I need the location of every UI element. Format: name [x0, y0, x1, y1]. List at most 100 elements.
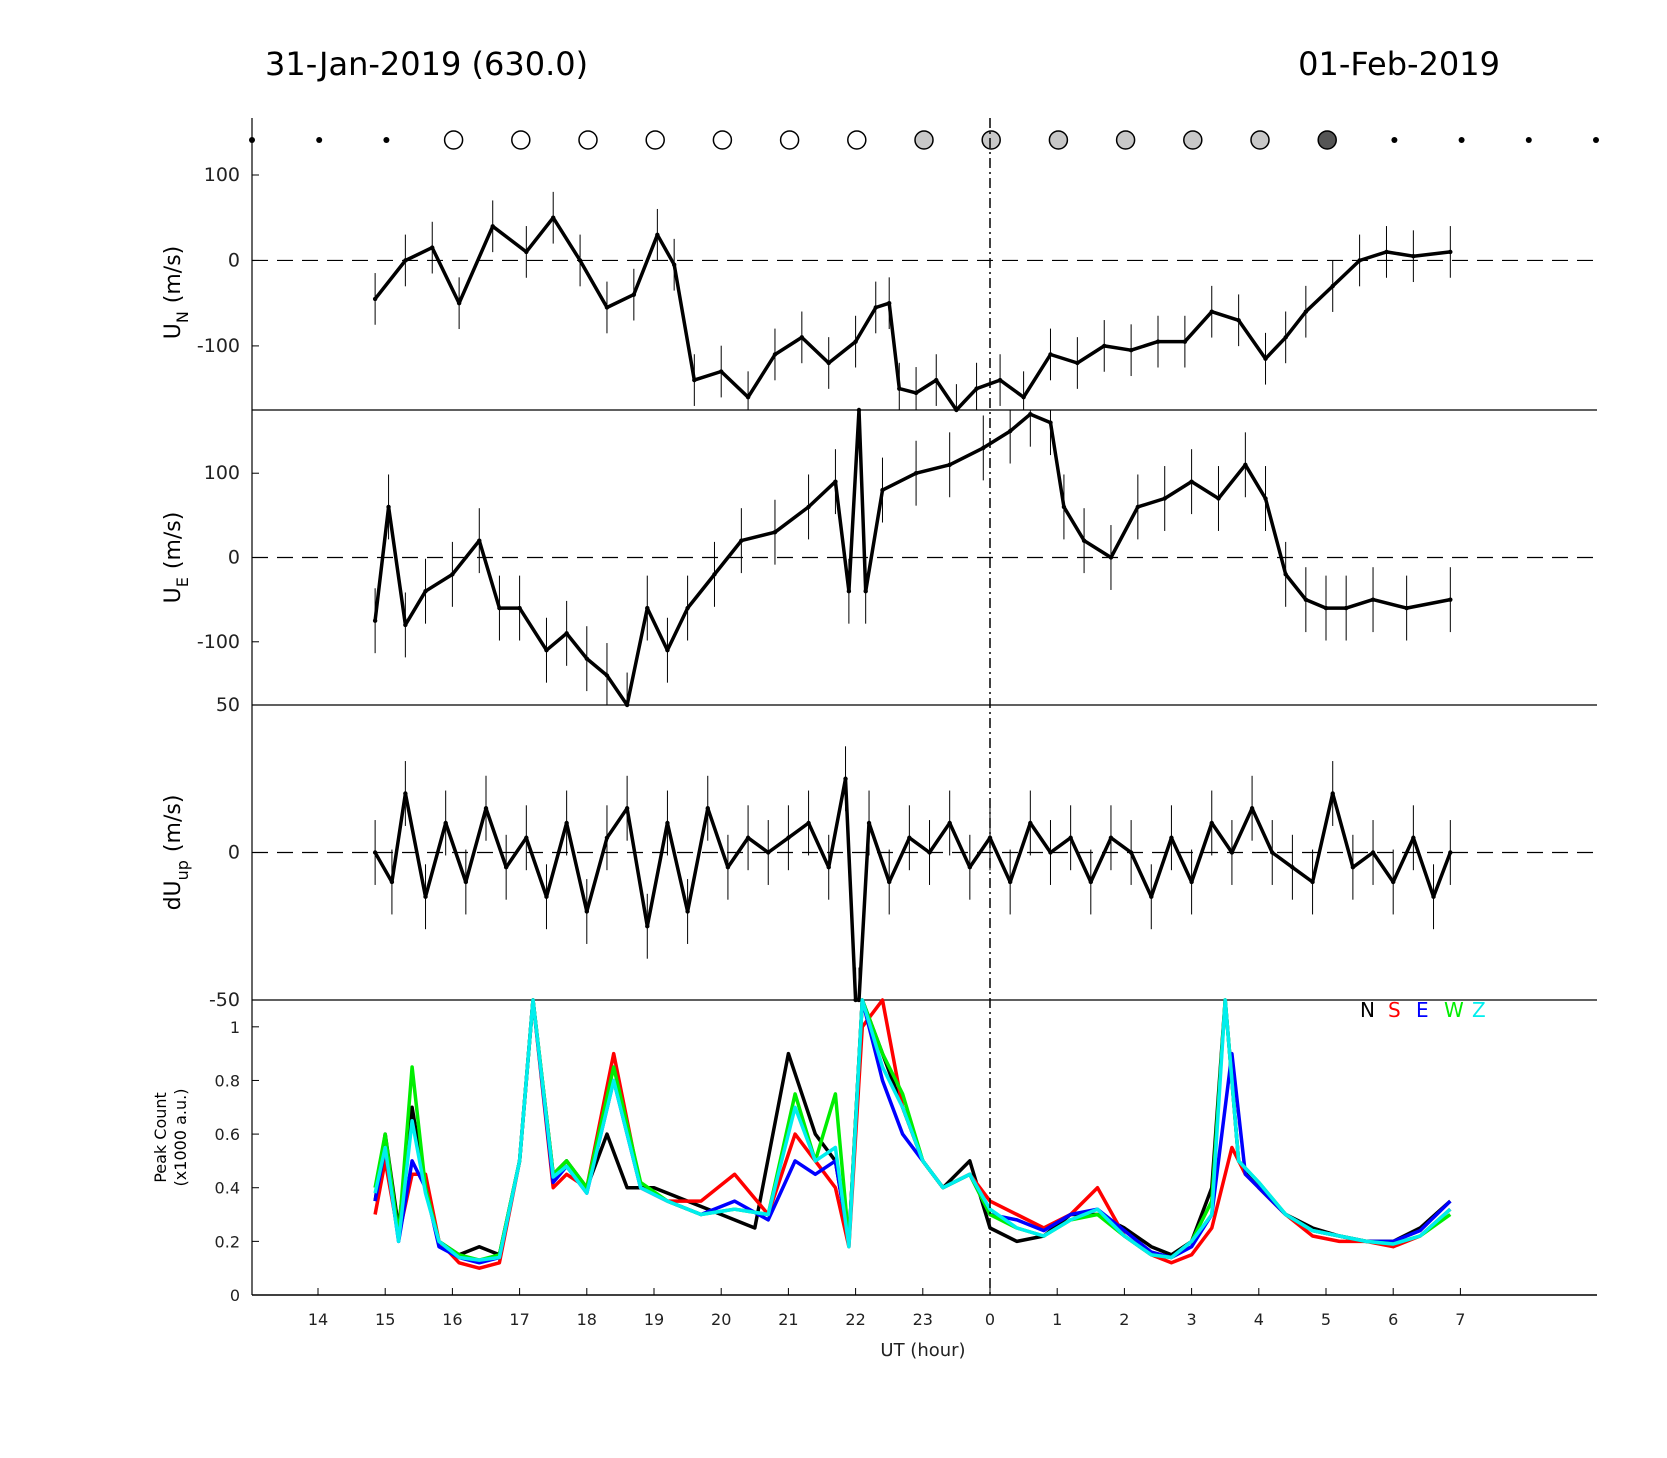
y-tick-label: -50 — [209, 989, 240, 1011]
x-tick-label: 2 — [1119, 1310, 1129, 1329]
data-point — [564, 631, 569, 636]
moon-marker-dot — [316, 137, 323, 143]
data-point — [1448, 249, 1453, 255]
data-point — [934, 377, 939, 383]
series-line — [373, 777, 1452, 1002]
data-point — [645, 924, 650, 929]
x-tick-label: 17 — [509, 1310, 529, 1329]
data-point — [887, 879, 892, 885]
data-point — [423, 894, 428, 899]
y-tick-label: 0 — [228, 249, 240, 271]
data-point — [1128, 850, 1134, 855]
moon-marker-light — [1115, 130, 1136, 150]
data-point — [604, 305, 610, 310]
data-point — [806, 504, 811, 510]
data-point — [544, 894, 549, 899]
data-point — [1370, 597, 1376, 602]
y-tick-label: 0.4 — [215, 1179, 240, 1198]
data-point — [766, 850, 771, 855]
data-point — [1391, 879, 1396, 885]
moon-markers — [249, 130, 1599, 150]
data-point — [967, 865, 973, 870]
y-label-unit: (m/s) — [161, 246, 186, 303]
x-tick-label: 0 — [985, 1310, 995, 1329]
data-point — [1048, 850, 1053, 855]
data-point — [725, 865, 731, 870]
data-point — [947, 820, 952, 826]
x-axis: 14 15 16 17 18 19 20 21 22 23 0 1 2 3 4 5 6 7 — [308, 1288, 1465, 1329]
data-point — [1169, 835, 1174, 840]
data-point — [1189, 479, 1194, 484]
data-point — [1149, 894, 1154, 899]
data-point — [665, 648, 670, 653]
data-point — [551, 215, 556, 220]
y-tick-label: 0.8 — [215, 1071, 240, 1090]
data-point — [745, 835, 751, 840]
data-point — [443, 820, 448, 826]
data-point — [954, 407, 959, 413]
moon-marker-open — [779, 130, 800, 150]
moon-marker-dot — [1458, 137, 1465, 143]
data-point — [1431, 894, 1436, 899]
data-point — [866, 820, 872, 826]
y-label-main: U — [161, 587, 186, 603]
x-tick-label: 16 — [442, 1310, 462, 1329]
data-point — [372, 618, 378, 623]
data-point — [604, 673, 610, 678]
data-point — [1448, 850, 1453, 855]
data-point — [1108, 835, 1114, 840]
moon-marker-dot — [1593, 137, 1599, 143]
data-point — [1236, 318, 1241, 323]
data-point — [372, 296, 378, 302]
data-point — [1189, 879, 1194, 885]
data-point — [1310, 879, 1315, 885]
y-tick-label: 0 — [228, 842, 240, 864]
x-tick-label: 22 — [845, 1310, 865, 1329]
data-point — [456, 300, 462, 306]
y-tick-label: 50 — [216, 694, 240, 716]
data-point — [604, 835, 610, 840]
x-tick-label: 3 — [1187, 1310, 1197, 1329]
moon-marker-light — [1048, 130, 1069, 150]
legend-entry-S: S — [1388, 998, 1401, 1022]
data-point — [843, 776, 848, 781]
data-point — [1290, 865, 1295, 870]
data-point — [1102, 343, 1107, 349]
data-point — [423, 589, 428, 594]
data-point — [631, 292, 637, 297]
y-label-unit: (m/s) — [161, 795, 186, 852]
data-point — [1303, 309, 1309, 314]
data-point — [450, 572, 455, 577]
moon-marker-open — [511, 130, 531, 150]
data-point — [880, 487, 885, 493]
data-point — [503, 865, 509, 870]
x-tick-label: 18 — [577, 1310, 597, 1329]
moon-marker-dot — [1391, 137, 1398, 143]
data-point — [1088, 879, 1094, 885]
data-point — [997, 377, 1003, 383]
y-label-unit: (m/s) — [161, 512, 186, 569]
data-point — [1128, 347, 1134, 353]
data-point — [1283, 572, 1288, 577]
data-point — [517, 605, 522, 611]
data-point — [772, 530, 778, 535]
data-point — [863, 589, 868, 594]
x-tick-label: 7 — [1455, 1310, 1465, 1329]
data-point — [1048, 420, 1053, 425]
data-point — [403, 622, 408, 628]
x-tick-label: 15 — [375, 1310, 395, 1329]
y-label-sub: up — [173, 860, 192, 880]
data-point — [1108, 555, 1114, 560]
data-point — [887, 300, 892, 306]
data-point — [856, 407, 862, 413]
y-tick-label: 0 — [228, 547, 240, 569]
data-point — [665, 820, 670, 826]
data-point — [403, 791, 408, 796]
x-tick-label: 21 — [778, 1310, 798, 1329]
data-point — [1404, 605, 1409, 611]
data-point — [1384, 249, 1389, 255]
data-point — [1323, 605, 1329, 611]
data-point — [1249, 806, 1255, 811]
data-point — [655, 232, 660, 238]
x-tick-label: 14 — [308, 1310, 328, 1329]
